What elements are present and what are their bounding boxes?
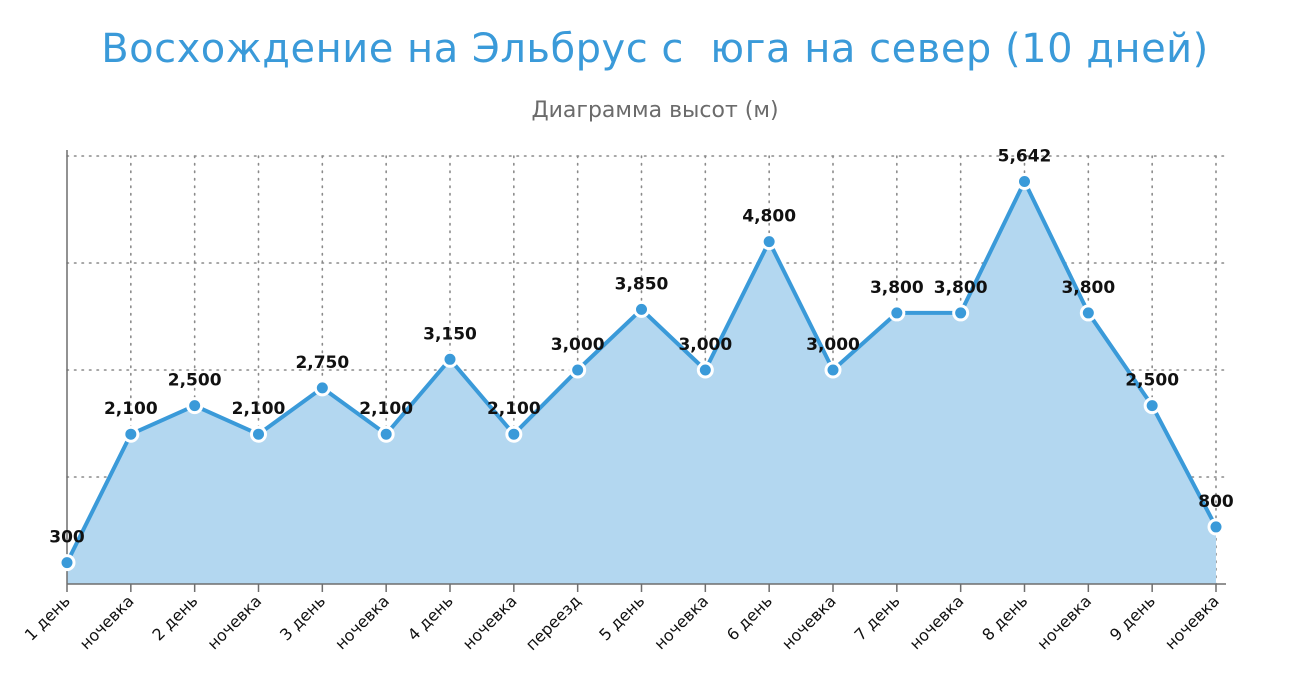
x-tick-label: ночевка bbox=[203, 591, 265, 653]
x-tick-label: 8 день bbox=[978, 591, 1031, 644]
data-label: 3,000 bbox=[806, 335, 860, 355]
x-tick-label: 4 день bbox=[404, 591, 457, 644]
data-label: 2,500 bbox=[168, 371, 222, 391]
data-point[interactable] bbox=[633, 300, 650, 318]
data-label: 2,750 bbox=[295, 353, 349, 373]
x-tick-label: 5 день bbox=[595, 591, 648, 644]
data-point[interactable] bbox=[377, 425, 395, 443]
data-label: 3,800 bbox=[870, 278, 924, 298]
data-point[interactable] bbox=[569, 361, 587, 379]
data-point[interactable] bbox=[313, 379, 331, 397]
x-tick-label: ночевка bbox=[76, 591, 138, 653]
data-point[interactable] bbox=[441, 350, 459, 368]
data-point[interactable] bbox=[1016, 173, 1033, 191]
x-tick-label: ночевка bbox=[1033, 591, 1095, 653]
data-point[interactable] bbox=[760, 233, 778, 251]
x-tick-label: 3 день bbox=[276, 591, 329, 644]
x-tick-label: ночевка bbox=[778, 591, 840, 653]
data-point[interactable] bbox=[696, 361, 714, 379]
data-label: 3,150 bbox=[423, 324, 477, 344]
data-label: 3,800 bbox=[1061, 278, 1115, 298]
series-area bbox=[67, 181, 1216, 584]
data-point[interactable] bbox=[250, 425, 267, 443]
x-tick-label: ночевка bbox=[650, 591, 712, 653]
x-tick-label: 1 день bbox=[21, 591, 74, 644]
data-point[interactable] bbox=[1207, 518, 1225, 536]
data-label: 3,000 bbox=[551, 335, 605, 355]
x-tick-label: ночевка bbox=[459, 591, 521, 653]
data-label: 2,100 bbox=[104, 399, 158, 419]
x-tick-label: 9 день bbox=[1106, 591, 1159, 644]
data-label: 5,642 bbox=[998, 147, 1052, 167]
data-point[interactable] bbox=[888, 304, 906, 322]
data-point[interactable] bbox=[1143, 397, 1161, 415]
x-tick-label: ночевка bbox=[331, 591, 393, 653]
data-label: 800 bbox=[1198, 492, 1234, 512]
data-label: 3,000 bbox=[678, 335, 732, 355]
data-point[interactable] bbox=[58, 554, 76, 572]
data-point[interactable] bbox=[952, 304, 970, 322]
x-tick-label: 6 день bbox=[723, 591, 776, 644]
x-tick-label: ночевка bbox=[906, 591, 968, 653]
data-label: 3,850 bbox=[615, 274, 669, 294]
data-label: 300 bbox=[49, 528, 85, 548]
data-label: 2,100 bbox=[232, 399, 286, 419]
data-label: 3,800 bbox=[934, 278, 988, 298]
data-label: 2,100 bbox=[487, 399, 541, 419]
data-label: 2,100 bbox=[359, 399, 413, 419]
x-tick-label: 2 день bbox=[148, 591, 201, 644]
x-tick-label: ночевка bbox=[1161, 591, 1223, 653]
x-tick-label: 7 день bbox=[851, 591, 904, 644]
chart-title: Восхождение на Эльбрус с юга на север (1… bbox=[101, 26, 1209, 72]
data-label: 2,500 bbox=[1125, 371, 1179, 391]
data-label: 4,800 bbox=[742, 207, 796, 227]
data-point[interactable] bbox=[186, 397, 204, 415]
x-tick-label: переезд bbox=[522, 591, 585, 654]
data-point[interactable] bbox=[122, 425, 140, 443]
data-point[interactable] bbox=[505, 425, 523, 443]
chart-subtitle: Диаграмма высот (м) bbox=[531, 98, 779, 123]
data-point[interactable] bbox=[1079, 304, 1097, 322]
data-point[interactable] bbox=[824, 361, 842, 379]
